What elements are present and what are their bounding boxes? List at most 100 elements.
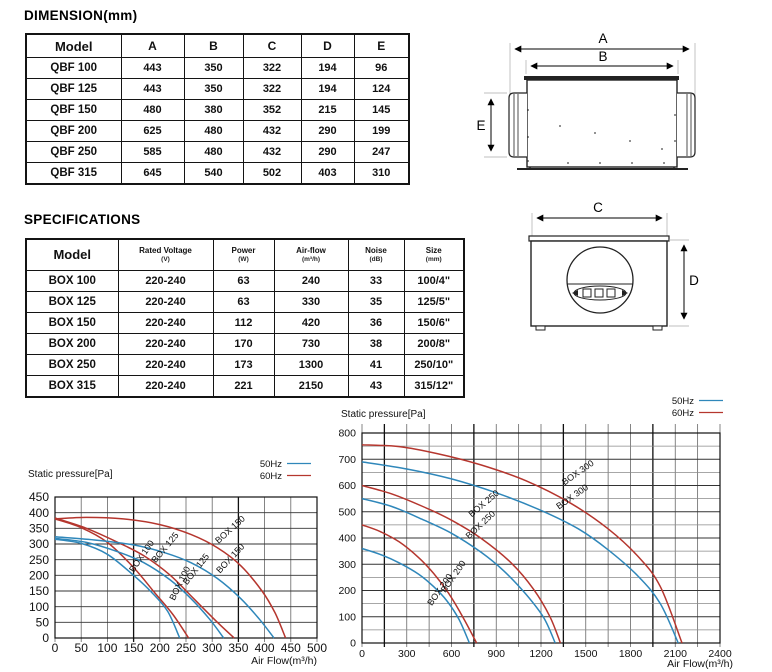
table-row: BOX 150 220-240 112 420 36 150/6": [25, 312, 465, 334]
legend-label: 60Hz: [672, 408, 694, 419]
column-header: E: [353, 33, 410, 58]
x-tick-label: 50: [75, 641, 89, 655]
table-cell: 125/5": [403, 291, 465, 313]
table-row: QBF 125 443 350 322 194 124: [25, 78, 410, 100]
table-row: BOX 315 220-240 221 2150 43 315/12": [25, 375, 465, 398]
table-cell: 250/10": [403, 354, 465, 376]
y-tick-label: 300: [29, 537, 49, 551]
column-header: B: [183, 33, 244, 58]
x-axis-label: Air Flow(m³/h): [251, 655, 317, 667]
column-header: Model: [25, 238, 119, 271]
y-tick-label: 250: [29, 553, 49, 567]
y-tick-label: 700: [338, 454, 356, 466]
table-cell: 380: [183, 99, 244, 121]
table-cell: 220-240: [117, 291, 214, 313]
side-view-diagram: A B E: [476, 31, 696, 170]
column-header: Model: [25, 33, 122, 58]
table-cell: QBF 125: [25, 78, 122, 100]
curve-box-200-50hz: [361, 547, 471, 644]
right-duct-connector: [677, 92, 696, 158]
table-cell: 315/12": [403, 375, 465, 398]
table-cell: 322: [242, 78, 302, 100]
y-tick-label: 400: [338, 533, 356, 545]
curve-box-250-50hz: [361, 497, 556, 644]
specifications-title: SPECIFICATIONS: [24, 212, 141, 227]
table-cell: 112: [212, 312, 275, 334]
table-cell: 585: [120, 141, 185, 163]
table-row: BOX 250 220-240 173 1300 41 250/10": [25, 354, 465, 376]
x-tick-label: 100: [97, 641, 117, 655]
table-cell: BOX 150: [25, 312, 119, 334]
table-cell: 2150: [273, 375, 349, 398]
column-header: Air-flow (m³/h): [273, 238, 349, 271]
table-cell: BOX 250: [25, 354, 119, 376]
column-header: Rated Voltage (V): [117, 238, 214, 271]
table-cell: 100/4": [403, 270, 465, 292]
table-cell: 420: [273, 312, 349, 334]
x-tick-label: 600: [443, 648, 461, 660]
chart-title: Static pressure[Pa]: [341, 409, 426, 420]
table-cell: 240: [273, 270, 349, 292]
plot-border: [361, 432, 721, 644]
table-cell: BOX 100: [25, 270, 119, 292]
table-cell: 41: [347, 354, 405, 376]
table-cell: 625: [120, 120, 185, 142]
curve-box-125-60hz: [54, 517, 235, 639]
table-cell: 173: [212, 354, 275, 376]
table-cell: 35: [347, 291, 405, 313]
table-cell: QBF 100: [25, 57, 122, 79]
table-cell: 63: [212, 270, 275, 292]
impeller-arrow-right: [622, 290, 628, 296]
x-tick-label: 0: [359, 648, 365, 660]
foot: [652, 325, 663, 331]
table-cell: 200/8": [403, 333, 465, 355]
chart-title: Static pressure[Pa]: [28, 469, 113, 480]
table-cell: 480: [120, 99, 185, 121]
y-tick-label: 500: [338, 506, 356, 518]
table-cell: BOX 125: [25, 291, 119, 313]
table-cell: 220-240: [117, 312, 214, 334]
table-cell: 199: [353, 120, 410, 142]
curve-box-125-50hz: [54, 537, 225, 639]
table-cell: BOX 200: [25, 333, 119, 355]
dim-label-c: C: [593, 200, 603, 215]
table-cell: 480: [183, 141, 244, 163]
table-row: QBF 250 585 480 432 290 247: [25, 141, 410, 163]
x-axis-label: Air Flow(m³/h): [667, 658, 733, 670]
table-cell: 403: [300, 162, 355, 185]
x-tick-label: 1500: [574, 648, 598, 660]
fan-curve-chart-large: 0 300 600 900 1200 1500 1800 2100 2400 0 100 200 300…: [338, 396, 733, 670]
curve-box-200-60hz: [361, 524, 478, 644]
curve-label: BOX 150: [214, 542, 246, 576]
column-header: A: [120, 33, 185, 58]
x-tick-label: 0: [52, 641, 59, 655]
table-cell: 645: [120, 162, 185, 185]
curve-label: BOX 150: [213, 514, 247, 546]
x-tick-label: 450: [281, 641, 301, 655]
y-tick-label: 450: [29, 490, 49, 504]
curve-box-300-60hz: [361, 444, 683, 644]
impeller-arrow-left: [572, 290, 578, 296]
column-header: D: [300, 33, 355, 58]
table-cell: 310: [353, 162, 410, 185]
y-tick-label: 100: [29, 600, 49, 614]
y-tick-label: 50: [36, 616, 50, 630]
table-cell: 220-240: [117, 354, 214, 376]
impeller-blade: [606, 288, 616, 298]
table-row: QBF 150 480 380 352 215 145: [25, 99, 410, 121]
y-tick-label: 100: [338, 611, 356, 623]
table-cell: 290: [300, 120, 355, 142]
table-cell: 220-240: [117, 333, 214, 355]
table-cell: 502: [242, 162, 302, 185]
y-tick-label: 600: [338, 480, 356, 492]
table-cell: QBF 315: [25, 162, 122, 185]
legend-label: 60Hz: [260, 471, 282, 482]
front-view-diagram: C D: [528, 200, 699, 331]
table-cell: QBF 200: [25, 120, 122, 142]
x-tick-label: 1800: [619, 648, 643, 660]
y-tick-label: 800: [338, 428, 356, 440]
table-cell: 220-240: [117, 270, 214, 292]
x-tick-label: 500: [307, 641, 327, 655]
column-header: Size (mm): [403, 238, 465, 271]
